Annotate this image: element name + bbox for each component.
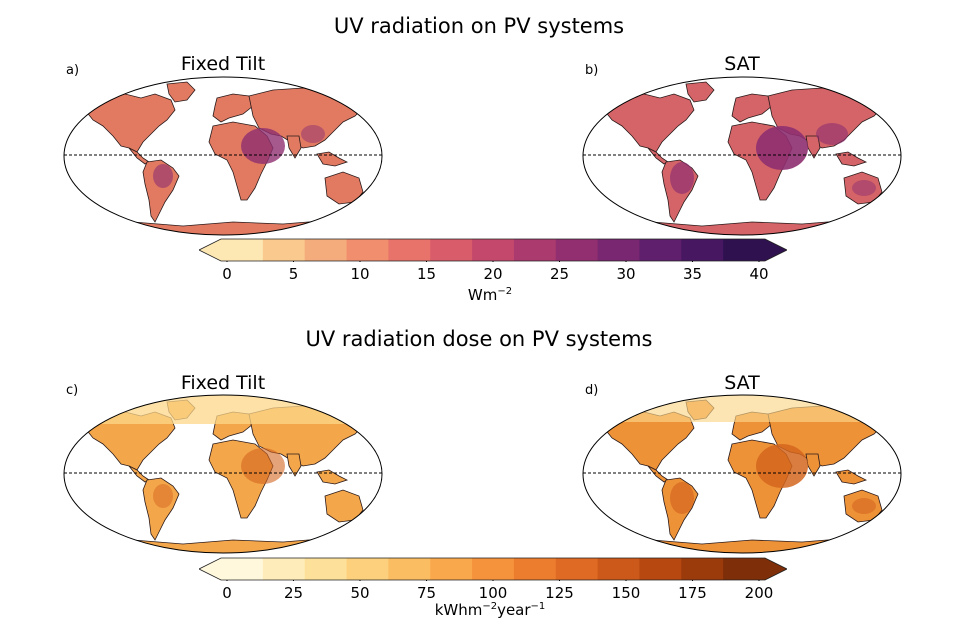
colorbar-top-tick-label: 5 — [288, 265, 299, 283]
colorbar-bottom-segment — [555, 558, 599, 580]
top-figure-title: UV radiation on PV systems — [333, 14, 625, 38]
colorbar-top-segment — [262, 239, 306, 261]
colorbar-top-segment — [346, 239, 389, 261]
panel-c-title: Fixed Tilt — [180, 372, 266, 394]
colorbar-bottom-segment — [346, 558, 389, 580]
colorbar-top-tick-label: 20 — [483, 265, 503, 283]
panel-a-title: Fixed Tilt — [180, 53, 266, 75]
bottom-figure-title: UV radiation dose on PV systems — [305, 327, 653, 351]
colorbar-top-segment — [430, 239, 473, 261]
colorbar-bottom — [199, 557, 787, 581]
map-panel-c — [63, 394, 383, 554]
colorbar-top-segment — [388, 239, 431, 261]
colorbar-bottom-tick-label: 125 — [545, 584, 574, 602]
colorbar-top-segment — [681, 239, 724, 261]
colorbar-top-segment — [472, 239, 515, 261]
colorbar-bottom-extend-max — [765, 558, 787, 580]
colorbar-bottom-segment — [430, 558, 473, 580]
colorbar-top-tick-label: 30 — [616, 265, 636, 283]
colorbar-top-segment — [304, 239, 348, 261]
colorbar-top-tick-label: 40 — [749, 265, 769, 283]
map-panel-a — [63, 76, 383, 236]
colorbar-bottom-tick-label: 0 — [222, 584, 232, 602]
colorbar-top-segment — [639, 239, 682, 261]
colorbar-bottom-tick-label: 175 — [678, 584, 707, 602]
colorbar-top-tick-label: 10 — [350, 265, 370, 283]
colorbar-bottom-segment — [388, 558, 431, 580]
colorbar-top-segment — [597, 239, 641, 261]
panel-d-title: SAT — [724, 372, 760, 394]
colorbar-top-extend-min — [199, 239, 221, 261]
colorbar-top-segment — [513, 239, 557, 261]
colorbar-bottom-tick-label: 150 — [611, 584, 641, 602]
colorbar-top-tick-label: 15 — [416, 265, 437, 283]
colorbar-bottom-tick-label: 200 — [744, 584, 774, 602]
panel-b-label: b) — [585, 63, 599, 78]
colorbar-bottom-tick-label: 50 — [350, 584, 370, 602]
panel-a-label: a) — [66, 63, 80, 78]
colorbar-top-segment — [723, 239, 766, 261]
colorbar-top-unit: Wm−2 — [467, 286, 513, 304]
map-panel-d — [582, 394, 902, 554]
colorbar-bottom-segment — [513, 558, 557, 580]
colorbar-bottom-extend-min — [199, 558, 221, 580]
colorbar-bottom-tick-label: 75 — [416, 584, 437, 602]
colorbar-bottom-segment — [681, 558, 724, 580]
colorbar-bottom-unit: kWhm−2year−1 — [434, 601, 546, 619]
map-panel-b — [582, 76, 902, 236]
colorbar-bottom-segment — [723, 558, 766, 580]
colorbar-bottom-segment — [221, 558, 264, 580]
colorbar-bottom-segment — [262, 558, 306, 580]
colorbar-bottom-tick-label: 25 — [283, 584, 304, 602]
colorbar-top-tick-label: 25 — [549, 265, 570, 283]
colorbar-top-segment — [555, 239, 599, 261]
colorbar-top — [199, 238, 787, 262]
colorbar-top-tick-label: 0 — [222, 265, 232, 283]
colorbar-top-extend-max — [765, 239, 787, 261]
colorbar-top-segment — [221, 239, 264, 261]
panel-b-title: SAT — [724, 53, 760, 75]
colorbar-bottom-tick-label: 100 — [478, 584, 508, 602]
panel-d-label: d) — [585, 383, 599, 398]
panel-c-label: c) — [66, 383, 79, 398]
colorbar-bottom-segment — [472, 558, 515, 580]
colorbar-top-tick-label: 35 — [682, 265, 703, 283]
colorbar-bottom-segment — [639, 558, 682, 580]
colorbar-bottom-segment — [597, 558, 641, 580]
colorbar-bottom-segment — [304, 558, 348, 580]
